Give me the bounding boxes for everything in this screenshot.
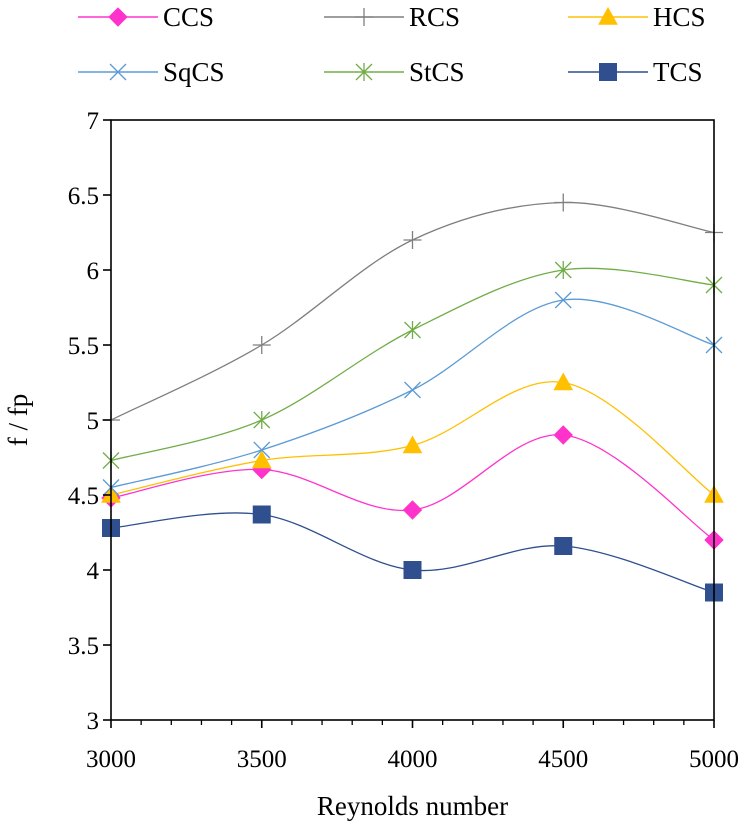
legend-marker bbox=[108, 7, 128, 27]
x-tick-label: 4000 bbox=[388, 746, 438, 773]
data-point-stcs bbox=[404, 321, 421, 339]
series-line-tcs bbox=[110, 512, 715, 594]
series-layer bbox=[101, 193, 724, 602]
data-point-rcs bbox=[554, 193, 573, 212]
legend-item-hcs: HCS bbox=[568, 2, 706, 32]
legend-item-rcs: RCS bbox=[324, 2, 460, 32]
y-tick-label: 6 bbox=[87, 258, 100, 285]
series-tcs bbox=[102, 505, 723, 602]
series-hcs bbox=[101, 372, 724, 503]
data-point-hcs bbox=[251, 450, 272, 469]
y-tick-label: 5 bbox=[87, 408, 100, 435]
y-tick-label: 3 bbox=[87, 708, 100, 735]
legend: CCS RCS HCS SqCS StCS TCS bbox=[78, 2, 706, 87]
data-point-rcs bbox=[403, 231, 422, 249]
legend-item-stcs: StCS bbox=[324, 57, 465, 87]
legend-label: HCS bbox=[653, 2, 706, 32]
legend-item-sqcs: SqCS bbox=[78, 57, 225, 87]
data-point-hcs bbox=[402, 435, 423, 454]
series-line-hcs bbox=[110, 381, 715, 496]
y-tick-label: 4 bbox=[87, 558, 100, 585]
data-point-ccs bbox=[402, 500, 423, 520]
x-tick-label: 4500 bbox=[538, 746, 588, 773]
axes: 3 3.5 4 4.5 5 5.5 6 6.5 7 3000 3500 4000 4500 5000 bbox=[68, 108, 739, 773]
x-axis-title: Reynolds number bbox=[317, 791, 508, 821]
data-point-sqcs bbox=[253, 441, 271, 459]
data-point-ccs bbox=[553, 425, 573, 445]
data-point-rcs bbox=[252, 336, 271, 354]
legend-marker bbox=[598, 6, 618, 25]
legend-label: RCS bbox=[409, 2, 460, 32]
legend-marker bbox=[599, 63, 617, 81]
data-point-tcs bbox=[252, 505, 271, 524]
data-point-stcs bbox=[554, 261, 572, 279]
legend-marker bbox=[109, 63, 127, 81]
x-tick-label: 3500 bbox=[237, 746, 287, 773]
data-point-tcs bbox=[554, 537, 573, 555]
legend-label: StCS bbox=[409, 57, 465, 87]
series-line-stcs bbox=[110, 267, 715, 462]
legend-item-ccs: CCS bbox=[78, 2, 214, 32]
legend-label: SqCS bbox=[163, 57, 225, 87]
data-point-hcs bbox=[553, 372, 574, 391]
data-point-sqcs bbox=[404, 381, 421, 399]
legend-marker bbox=[355, 63, 373, 81]
legend-label: TCS bbox=[653, 57, 703, 87]
legend-label: CCS bbox=[163, 2, 214, 32]
y-tick-label: 7 bbox=[87, 108, 100, 135]
data-point-tcs bbox=[403, 561, 422, 579]
y-tick-label: 3.5 bbox=[68, 633, 99, 660]
data-point-sqcs bbox=[554, 291, 572, 309]
y-tick-label: 5.5 bbox=[68, 333, 99, 360]
x-tick-label: 3000 bbox=[86, 746, 136, 773]
legend-marker bbox=[355, 8, 373, 26]
series-rcs bbox=[102, 193, 723, 429]
y-axis-title: f / fp bbox=[3, 394, 33, 446]
y-tick-label: 6.5 bbox=[68, 183, 99, 210]
legend-item-tcs: TCS bbox=[568, 57, 703, 87]
x-tick-label: 5000 bbox=[689, 746, 739, 773]
y-tick-label: 4.5 bbox=[68, 483, 99, 510]
data-point-stcs bbox=[253, 411, 271, 429]
